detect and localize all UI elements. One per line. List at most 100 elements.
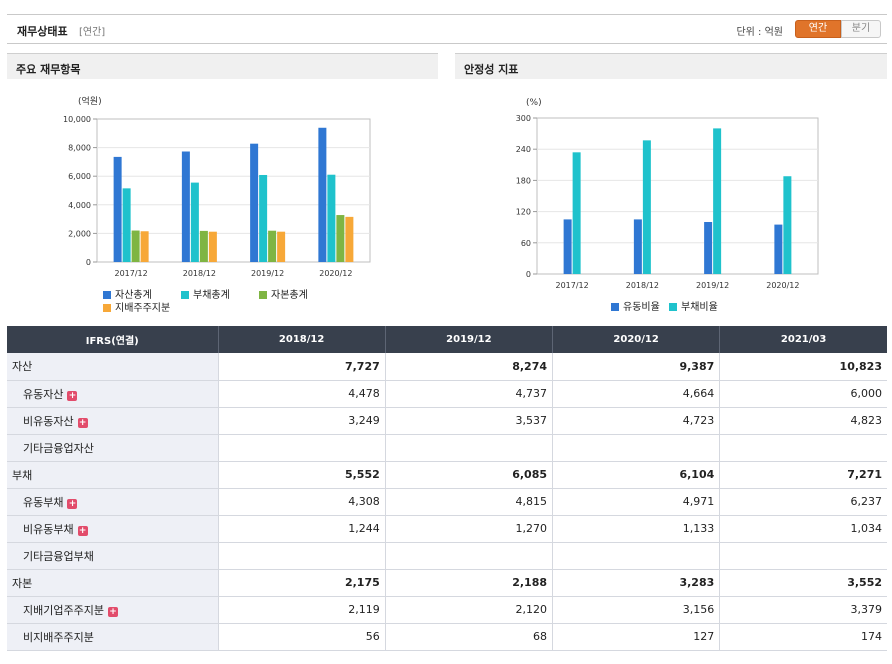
table-cell [719,542,887,570]
legend-item[interactable]: 부채비율 [669,298,718,313]
table-cell [217,542,386,570]
y-tick-label: 300 [516,114,531,123]
table-cell: 5,552 [217,461,386,489]
table-cell: 10,823 [719,353,887,381]
bar-부채비율-2020/12 [783,176,792,274]
table-cell: 6,000 [719,380,887,408]
row-label-text: 비유동자산 [23,414,74,428]
table-cell: 7,271 [719,461,887,489]
tab-annual[interactable]: 연간 [795,20,841,38]
bar-부채비율-2018/12 [642,140,651,274]
column-header-ifrs: IFRS(연결) [7,326,218,353]
table-cell [551,542,720,570]
expand-plus-icon[interactable]: + [67,498,78,509]
table-row: 유동자산 +4,478 4,737 4,664 6,000 [7,380,887,408]
table-cell: 4,478 [217,380,386,408]
y-tick-label: 120 [516,208,531,217]
table-row: 자본 2,175 2,188 3,283 3,552 [7,569,887,597]
legend-item[interactable]: 자산총계 [103,286,152,301]
bar-유동비율-2020/12 [774,224,783,274]
legend-swatch-icon [611,303,619,311]
legend-label: 자본총계 [271,290,308,301]
row-label: 기타금융업부채 [7,542,218,570]
y-tick-label: 10,000 [63,115,91,124]
expand-plus-icon[interactable]: + [67,390,78,401]
x-tick-label: 2019/12 [251,269,284,278]
bar-자본총계-2020/12 [336,215,345,262]
bar-지배주주지분-2017/12 [140,231,149,262]
table-cell: 3,156 [551,596,720,624]
legend-label: 지배주주지분 [115,303,171,314]
y-tick-label: 0 [86,258,91,267]
expand-plus-icon[interactable]: + [77,525,88,536]
row-label[interactable]: 비유동부채 + [7,515,218,543]
bar-지배주주지분-2018/12 [208,231,217,262]
table-cell: 1,133 [551,515,720,543]
legend-label: 자산총계 [115,290,152,301]
table-row: 비유동부채 +1,244 1,270 1,133 1,034 [7,515,887,543]
row-label-text: 지배기업주주지분 [23,603,104,617]
key-items-panel-title: 주요 재무항목 [7,53,438,79]
column-header-period: 2021/03 [719,326,887,353]
x-tick-label: 2017/12 [115,269,148,278]
table-cell: 3,379 [719,596,887,624]
bar-부채비율-2019/12 [713,128,722,274]
legend-swatch-icon [103,291,111,299]
table-cell: 3,552 [719,569,887,597]
table-cell: 4,308 [217,488,386,516]
x-tick-label: 2020/12 [766,281,799,290]
table-row: 유동부채 +4,308 4,815 4,971 6,237 [7,488,887,516]
row-label-text: 기타금융업부채 [23,549,94,563]
x-tick-label: 2018/12 [626,281,659,290]
table-cell: 3,283 [551,569,720,597]
stability-panel-title: 안정성 지표 [455,53,887,79]
table-cell [217,434,386,462]
table-header-row: IFRS(연결) 2018/12 2019/12 2020/12 2021/03 [7,326,887,353]
table-cell [384,542,553,570]
table-row: 비유동자산 +3,249 3,537 4,723 4,823 [7,407,887,435]
expand-plus-icon[interactable]: + [107,606,118,617]
y-tick-label: 60 [521,239,531,248]
bar-자산총계-2019/12 [250,143,259,262]
table-cell: 2,175 [217,569,386,597]
y-tick-label: 240 [516,145,531,154]
table-cell: 3,537 [384,407,553,435]
legend-item[interactable]: 유동비율 [611,298,660,313]
row-label: 기타금융업자산 [7,434,218,462]
y-tick-label: 4,000 [68,201,91,210]
row-label-text: 유동자산 [23,387,64,401]
bar-부채총계-2019/12 [259,174,268,262]
table-cell: 4,664 [551,380,720,408]
row-label[interactable]: 유동부채 + [7,488,218,516]
table-cell: 2,119 [217,596,386,624]
table-cell [551,434,720,462]
stability-legend: 유동비율 부채비율 [611,298,771,314]
bar-자산총계-2017/12 [113,156,122,262]
table-cell: 1,244 [217,515,386,543]
legend-swatch-icon [259,291,267,299]
legend-item[interactable]: 자본총계 [259,286,308,301]
legend-item[interactable]: 지배주주지분 [103,299,170,314]
legend-label: 부채총계 [193,290,230,301]
row-label: 자산 [7,353,218,381]
expand-plus-icon[interactable]: + [77,417,88,428]
table-cell: 4,723 [551,407,720,435]
row-label-text: 유동부채 [23,495,64,509]
row-label[interactable]: 지배기업주주지분 + [7,596,218,624]
table-cell: 174 [719,623,887,651]
x-tick-label: 2017/12 [556,281,589,290]
tab-quarterly[interactable]: 분기 [841,20,881,38]
row-label[interactable]: 유동자산 + [7,380,218,408]
table-cell: 2,188 [384,569,553,597]
column-header-period: 2019/12 [384,326,553,353]
table-cell: 4,971 [551,488,720,516]
chart-unit-label: (억원) [78,95,102,107]
table-row: 비지배주주지분 56 68 127 174 [7,623,887,651]
row-label[interactable]: 비유동자산 + [7,407,218,435]
row-label-text: 자산 [12,360,33,374]
legend-item[interactable]: 부채총계 [181,286,230,301]
row-label-text: 부채 [12,468,33,482]
table-cell: 4,815 [384,488,553,516]
x-tick-label: 2019/12 [696,281,729,290]
table-cell: 8,274 [384,353,553,381]
